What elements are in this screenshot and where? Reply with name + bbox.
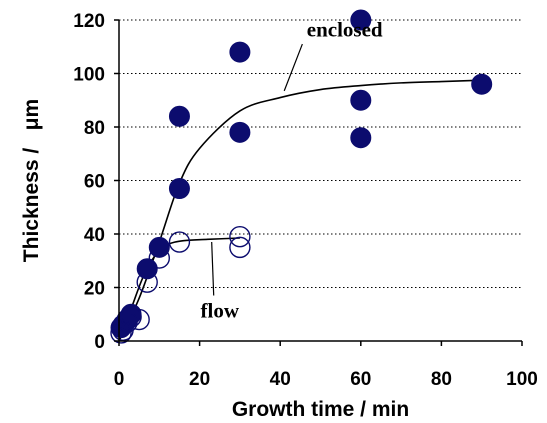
point-enclosed-7: [168, 178, 190, 200]
x-tick-label-40: 40: [270, 369, 291, 390]
annotation-flow: flow: [201, 299, 240, 323]
axes: [114, 19, 523, 346]
point-flow-5: [136, 271, 158, 293]
point-flow-2: [116, 311, 138, 333]
x-tick-label-60: 60: [350, 369, 371, 390]
annotation-enclosed: enclosed: [307, 18, 383, 42]
point-flow-8: [229, 225, 251, 248]
y-tick-label-60: 60: [84, 172, 105, 193]
y-tick-label-80: 80: [84, 118, 105, 139]
point-flow-4: [128, 308, 150, 331]
point-enclosed-9: [229, 121, 251, 143]
y-axis-label: Thickness / μm: [20, 99, 43, 262]
x-tick-label-80: 80: [431, 369, 452, 390]
leader-line-flow: [211, 242, 215, 296]
leader-line-enclosed: [283, 43, 303, 92]
point-enclosed-10: [350, 9, 372, 31]
y-tick-labels: 0 20 40 60 80 100 120: [73, 11, 105, 353]
point-flow-9: [229, 236, 251, 259]
point-enclosed-8: [229, 41, 251, 63]
annotation-leader-lines: [211, 43, 303, 296]
x-tick-labels: 0 20 40 60 80 100: [114, 369, 538, 390]
point-flow-3: [120, 306, 142, 328]
point-enclosed-5: [148, 236, 170, 258]
point-flow-7: [168, 231, 191, 253]
x-tick-label-0: 0: [114, 369, 125, 390]
x-tick-label-100: 100: [506, 369, 538, 390]
point-enclosed-12: [350, 127, 372, 149]
point-flow-0: [110, 322, 132, 344]
y-tick-label-100: 100: [73, 65, 105, 86]
x-axis-label: Growth time / min: [232, 398, 409, 421]
x-tick-label-20: 20: [189, 369, 210, 390]
y-tick-label-120: 120: [73, 11, 105, 32]
data-points: [110, 9, 493, 344]
y-tick-label-0: 0: [94, 332, 105, 353]
point-flow-6: [148, 247, 171, 269]
point-enclosed-11: [350, 89, 372, 111]
y-tick-label-40: 40: [84, 225, 105, 246]
grid-lines: [119, 19, 522, 288]
point-enclosed-6: [168, 105, 190, 127]
point-enclosed-13: [471, 73, 493, 95]
y-tick-label-20: 20: [84, 279, 105, 300]
